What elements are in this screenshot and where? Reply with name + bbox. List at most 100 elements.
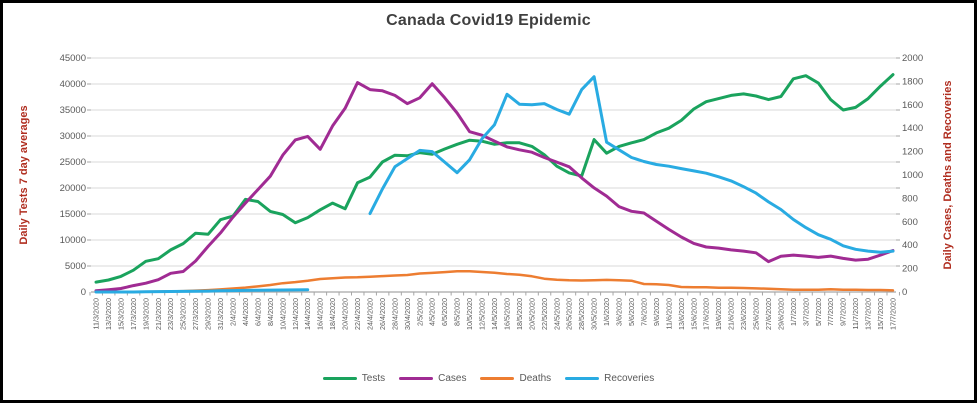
svg-text:5/7/2020: 5/7/2020 <box>814 298 823 326</box>
svg-text:1400: 1400 <box>902 123 923 134</box>
svg-text:11/3/2020: 11/3/2020 <box>92 298 101 329</box>
svg-text:12/4/2020: 12/4/2020 <box>291 298 300 330</box>
svg-text:30000: 30000 <box>60 131 86 142</box>
svg-text:15/7/2020: 15/7/2020 <box>876 298 885 330</box>
svg-text:19/3/2020: 19/3/2020 <box>141 298 150 330</box>
svg-text:2000: 2000 <box>902 53 923 64</box>
chart-canvas: 0500010000150002000025000300003500040000… <box>18 53 954 330</box>
svg-text:8/4/2020: 8/4/2020 <box>266 298 275 326</box>
svg-text:27/3/2020: 27/3/2020 <box>191 298 200 330</box>
svg-text:28/5/2020: 28/5/2020 <box>577 298 586 330</box>
series-line-tests <box>94 73 895 284</box>
svg-text:20/5/2020: 20/5/2020 <box>527 298 536 330</box>
svg-text:28/4/2020: 28/4/2020 <box>390 298 399 330</box>
svg-text:26/5/2020: 26/5/2020 <box>565 298 574 330</box>
svg-text:18/4/2020: 18/4/2020 <box>328 298 337 330</box>
left-axis-tick-labels: 0 5000 10000 15000 20000 25000 30000 35000 40000… <box>60 53 86 298</box>
svg-text:6/5/2020: 6/5/2020 <box>440 298 449 326</box>
svg-text:5/6/2020: 5/6/2020 <box>627 298 636 326</box>
right-axis-title: Daily Cases, Deaths and Recoveries <box>942 81 954 270</box>
svg-text:13/6/2020: 13/6/2020 <box>677 298 686 330</box>
svg-text:400: 400 <box>902 240 918 251</box>
legend-swatch-deaths <box>480 377 515 380</box>
svg-text:1000: 1000 <box>902 170 923 181</box>
svg-text:16/5/2020: 16/5/2020 <box>502 298 511 330</box>
svg-text:1600: 1600 <box>902 100 923 111</box>
svg-text:9/7/2020: 9/7/2020 <box>839 298 848 326</box>
svg-text:6/4/2020: 6/4/2020 <box>253 298 262 326</box>
series-line-cases <box>94 81 895 293</box>
svg-text:22/4/2020: 22/4/2020 <box>353 298 362 330</box>
svg-text:21/3/2020: 21/3/2020 <box>154 298 163 330</box>
svg-text:17/3/2020: 17/3/2020 <box>129 298 138 330</box>
svg-text:200: 200 <box>902 264 918 275</box>
right-axis-tick-labels: 0 200 400 600 800 1000 1200 1400 1600 1800 2000 <box>902 53 923 298</box>
svg-text:14/4/2020: 14/4/2020 <box>303 298 312 330</box>
svg-text:10/4/2020: 10/4/2020 <box>278 298 287 330</box>
svg-text:3/7/2020: 3/7/2020 <box>801 298 810 326</box>
legend-item-cases: Cases <box>399 373 466 384</box>
svg-text:17/6/2020: 17/6/2020 <box>702 298 711 330</box>
svg-text:5000: 5000 <box>65 261 86 272</box>
svg-text:26/4/2020: 26/4/2020 <box>378 298 387 330</box>
svg-text:600: 600 <box>902 217 918 228</box>
svg-text:23/6/2020: 23/6/2020 <box>739 298 748 330</box>
svg-text:27/6/2020: 27/6/2020 <box>764 298 773 330</box>
svg-text:40000: 40000 <box>60 79 86 90</box>
legend-item-deaths: Deaths <box>480 373 551 384</box>
series-line-deaths <box>94 270 895 294</box>
svg-text:12/5/2020: 12/5/2020 <box>478 298 487 330</box>
svg-text:17/7/2020: 17/7/2020 <box>889 298 898 330</box>
legend-swatch-cases <box>399 377 434 380</box>
legend-swatch-tests <box>322 377 357 380</box>
svg-text:1/7/2020: 1/7/2020 <box>789 298 798 326</box>
svg-text:25/3/2020: 25/3/2020 <box>179 298 188 330</box>
svg-text:2/4/2020: 2/4/2020 <box>228 298 237 326</box>
svg-text:15/3/2020: 15/3/2020 <box>116 298 125 330</box>
svg-text:15000: 15000 <box>60 209 86 220</box>
legend-label-cases: Cases <box>438 373 467 384</box>
svg-text:13/3/2020: 13/3/2020 <box>104 298 113 330</box>
svg-text:18/5/2020: 18/5/2020 <box>515 298 524 330</box>
svg-text:7/7/2020: 7/7/2020 <box>826 298 835 326</box>
svg-text:10/5/2020: 10/5/2020 <box>465 298 474 330</box>
svg-text:11/6/2020: 11/6/2020 <box>664 298 673 329</box>
legend-label-recoveries: Recoveries <box>604 373 655 384</box>
svg-text:31/3/2020: 31/3/2020 <box>216 298 225 330</box>
left-axis-title: Daily Tests 7 day averages <box>18 105 30 244</box>
x-axis <box>89 291 900 296</box>
svg-text:29/6/2020: 29/6/2020 <box>776 298 785 330</box>
svg-text:3/6/2020: 3/6/2020 <box>615 298 624 326</box>
svg-text:13/7/2020: 13/7/2020 <box>864 298 873 330</box>
svg-text:24/4/2020: 24/4/2020 <box>365 298 374 330</box>
legend-label-tests: Tests <box>361 373 386 384</box>
svg-text:2/5/2020: 2/5/2020 <box>415 298 424 326</box>
svg-text:9/6/2020: 9/6/2020 <box>652 298 661 326</box>
y-gridlines <box>87 57 900 267</box>
svg-text:25000: 25000 <box>60 157 86 168</box>
legend-swatch-recoveries <box>565 377 600 380</box>
svg-text:11/7/2020: 11/7/2020 <box>851 298 860 329</box>
svg-text:35000: 35000 <box>60 105 86 116</box>
svg-text:8/5/2020: 8/5/2020 <box>453 298 462 326</box>
svg-text:7/6/2020: 7/6/2020 <box>639 298 648 326</box>
svg-text:0: 0 <box>902 287 907 298</box>
svg-text:30/4/2020: 30/4/2020 <box>403 298 412 330</box>
svg-text:1/6/2020: 1/6/2020 <box>602 298 611 326</box>
svg-text:23/3/2020: 23/3/2020 <box>166 298 175 330</box>
svg-text:4/4/2020: 4/4/2020 <box>241 298 250 326</box>
series-line-recoveries <box>94 75 895 294</box>
svg-text:4/5/2020: 4/5/2020 <box>428 298 437 326</box>
svg-text:16/4/2020: 16/4/2020 <box>316 298 325 330</box>
svg-text:21/6/2020: 21/6/2020 <box>727 298 736 330</box>
svg-text:24/5/2020: 24/5/2020 <box>552 298 561 330</box>
svg-text:15/6/2020: 15/6/2020 <box>689 298 698 330</box>
svg-text:25/6/2020: 25/6/2020 <box>752 298 761 330</box>
legend-item-recoveries: Recoveries <box>565 373 654 384</box>
svg-text:45000: 45000 <box>60 53 86 64</box>
x-axis-tick-labels: 11/3/2020 13/3/2020 15/3/2020 17/3/2020 19/3… <box>92 298 898 330</box>
legend-label-deaths: Deaths <box>519 373 552 384</box>
svg-text:10000: 10000 <box>60 235 86 246</box>
svg-text:14/5/2020: 14/5/2020 <box>490 298 499 330</box>
